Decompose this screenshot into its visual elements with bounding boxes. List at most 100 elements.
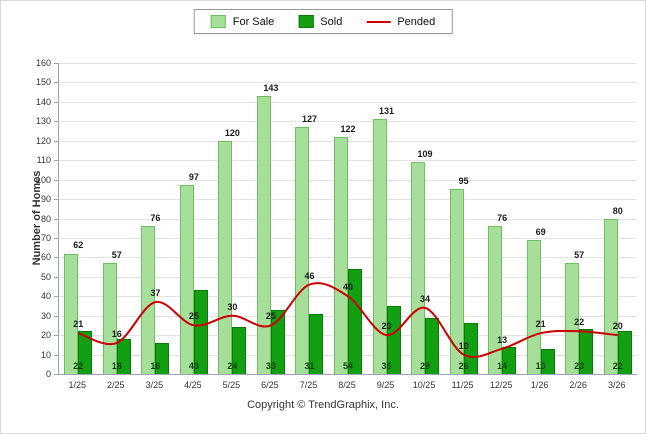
bar-for-sale <box>141 226 156 374</box>
y-tick-label: 50 <box>40 271 51 282</box>
bar-for-sale <box>488 226 503 374</box>
gridline <box>59 101 637 103</box>
gridline <box>59 237 637 239</box>
pended-value-label: 22 <box>574 317 585 328</box>
legend-label-pended: Pended <box>397 15 436 28</box>
y-tick-mark <box>54 101 58 103</box>
y-tick-mark <box>54 296 58 298</box>
y-tick-mark <box>54 82 58 84</box>
sold-value-label: 23 <box>574 361 585 371</box>
y-tick-label: 20 <box>40 330 51 341</box>
y-tick-mark <box>54 315 58 317</box>
pended-value-label: 13 <box>497 334 508 345</box>
x-tick-label: 11/25 <box>451 380 474 390</box>
for-sale-value-label: 97 <box>188 172 199 183</box>
gridline <box>59 63 637 64</box>
sold-value-label: 35 <box>381 361 392 371</box>
y-tick-label: 110 <box>36 155 51 166</box>
bar-for-sale <box>102 263 117 374</box>
plot-area: 62 22 21 57 18 16 76 16 37 97 43 25 120 24 30 143 33 25 12… <box>58 63 637 375</box>
y-tick-label: 0 <box>45 369 51 379</box>
bar-for-sale <box>334 136 348 374</box>
y-tick-label: 100 <box>35 174 51 185</box>
gridline <box>59 199 637 201</box>
for-sale-value-label: 122 <box>340 123 356 134</box>
sold-value-label: 24 <box>227 361 238 371</box>
pended-value-label: 30 <box>227 301 238 312</box>
x-tick-label: 6/25 <box>261 380 279 390</box>
pended-value-label: 21 <box>73 319 84 330</box>
pended-value-label: 16 <box>111 328 122 339</box>
gridline <box>59 179 637 181</box>
sold-value-label: 29 <box>420 361 431 371</box>
y-tick-mark <box>54 374 58 375</box>
copyright: Copyright © TrendGraphix, Inc. <box>247 399 399 411</box>
gridline <box>59 160 637 162</box>
sold-value-label: 31 <box>304 361 315 371</box>
x-tick-label: 2/25 <box>107 380 125 390</box>
pended-value-label: 40 <box>342 282 353 293</box>
y-tick-mark <box>54 140 58 142</box>
bar-for-sale <box>64 253 79 374</box>
x-tick-label: 5/25 <box>222 380 241 390</box>
legend: For Sale Sold Pended <box>193 9 453 34</box>
for-sale-value-label: 76 <box>497 213 508 224</box>
for-sale-value-label: 62 <box>73 240 84 251</box>
pended-value-label: 21 <box>535 319 546 330</box>
x-tick-label: 2/26 <box>569 380 587 390</box>
pended-value-label: 10 <box>458 340 469 351</box>
x-tick-label: 7/25 <box>299 380 318 390</box>
y-tick-label: 130 <box>35 116 51 127</box>
gridline <box>59 121 637 123</box>
for-sale-value-label: 76 <box>150 213 161 224</box>
for-sale-value-label: 57 <box>111 250 122 261</box>
y-tick-label: 160 <box>35 58 51 68</box>
for-sale-value-label: 95 <box>458 176 469 187</box>
sold-value-label: 13 <box>535 361 546 371</box>
x-tick-label: 9/25 <box>376 380 395 390</box>
y-tick-mark <box>54 276 58 278</box>
for-sale-value-label: 127 <box>301 114 317 125</box>
pended-value-label: 20 <box>381 321 392 332</box>
y-tick-mark <box>54 179 58 181</box>
y-tick-mark <box>54 199 58 201</box>
x-tick-label: 3/26 <box>607 380 626 390</box>
y-tick-label: 150 <box>35 77 51 88</box>
x-tick-label: 8/25 <box>338 380 356 390</box>
gridline <box>59 140 637 142</box>
y-tick-label: 80 <box>40 213 51 224</box>
bar-for-sale <box>179 185 194 374</box>
y-tick-mark <box>54 354 58 356</box>
sold-value-label: 18 <box>111 361 122 371</box>
pended-value-label: 20 <box>612 321 623 332</box>
y-tick-label: 140 <box>35 96 51 107</box>
sold-value-label: 14 <box>497 361 508 371</box>
legend-label-sold: Sold <box>320 15 343 28</box>
for-sale-value-label: 131 <box>379 106 395 117</box>
for-sale-value-label: 120 <box>224 127 240 138</box>
y-tick-label: 70 <box>40 232 51 243</box>
bar-for-sale <box>218 140 233 374</box>
pended-value-label: 25 <box>188 311 199 322</box>
y-tick-mark <box>54 160 58 162</box>
y-tick-mark <box>54 218 58 220</box>
for-sale-value-label: 69 <box>535 226 546 237</box>
bar-for-sale <box>526 239 541 374</box>
bar-sold <box>617 331 632 374</box>
y-tick-label: 30 <box>40 310 51 321</box>
x-tick-label: 1/26 <box>530 380 549 390</box>
pended-value-label: 46 <box>304 270 315 281</box>
for-sale-value-label: 109 <box>417 149 433 160</box>
gridline <box>59 218 637 220</box>
y-tick-mark <box>54 237 58 239</box>
sold-value-label: 16 <box>150 361 161 371</box>
sold-value-label: 26 <box>458 361 469 371</box>
for-sale-swatch-icon <box>210 15 226 28</box>
y-tick-mark <box>54 335 58 337</box>
y-tick-label: 120 <box>35 135 51 146</box>
legend-label-for-sale: For Sale <box>232 15 275 28</box>
y-tick-mark <box>54 63 58 64</box>
pended-value-label: 34 <box>420 293 431 304</box>
pended-value-label: 37 <box>150 288 161 299</box>
y-tick-label: 10 <box>40 349 51 360</box>
